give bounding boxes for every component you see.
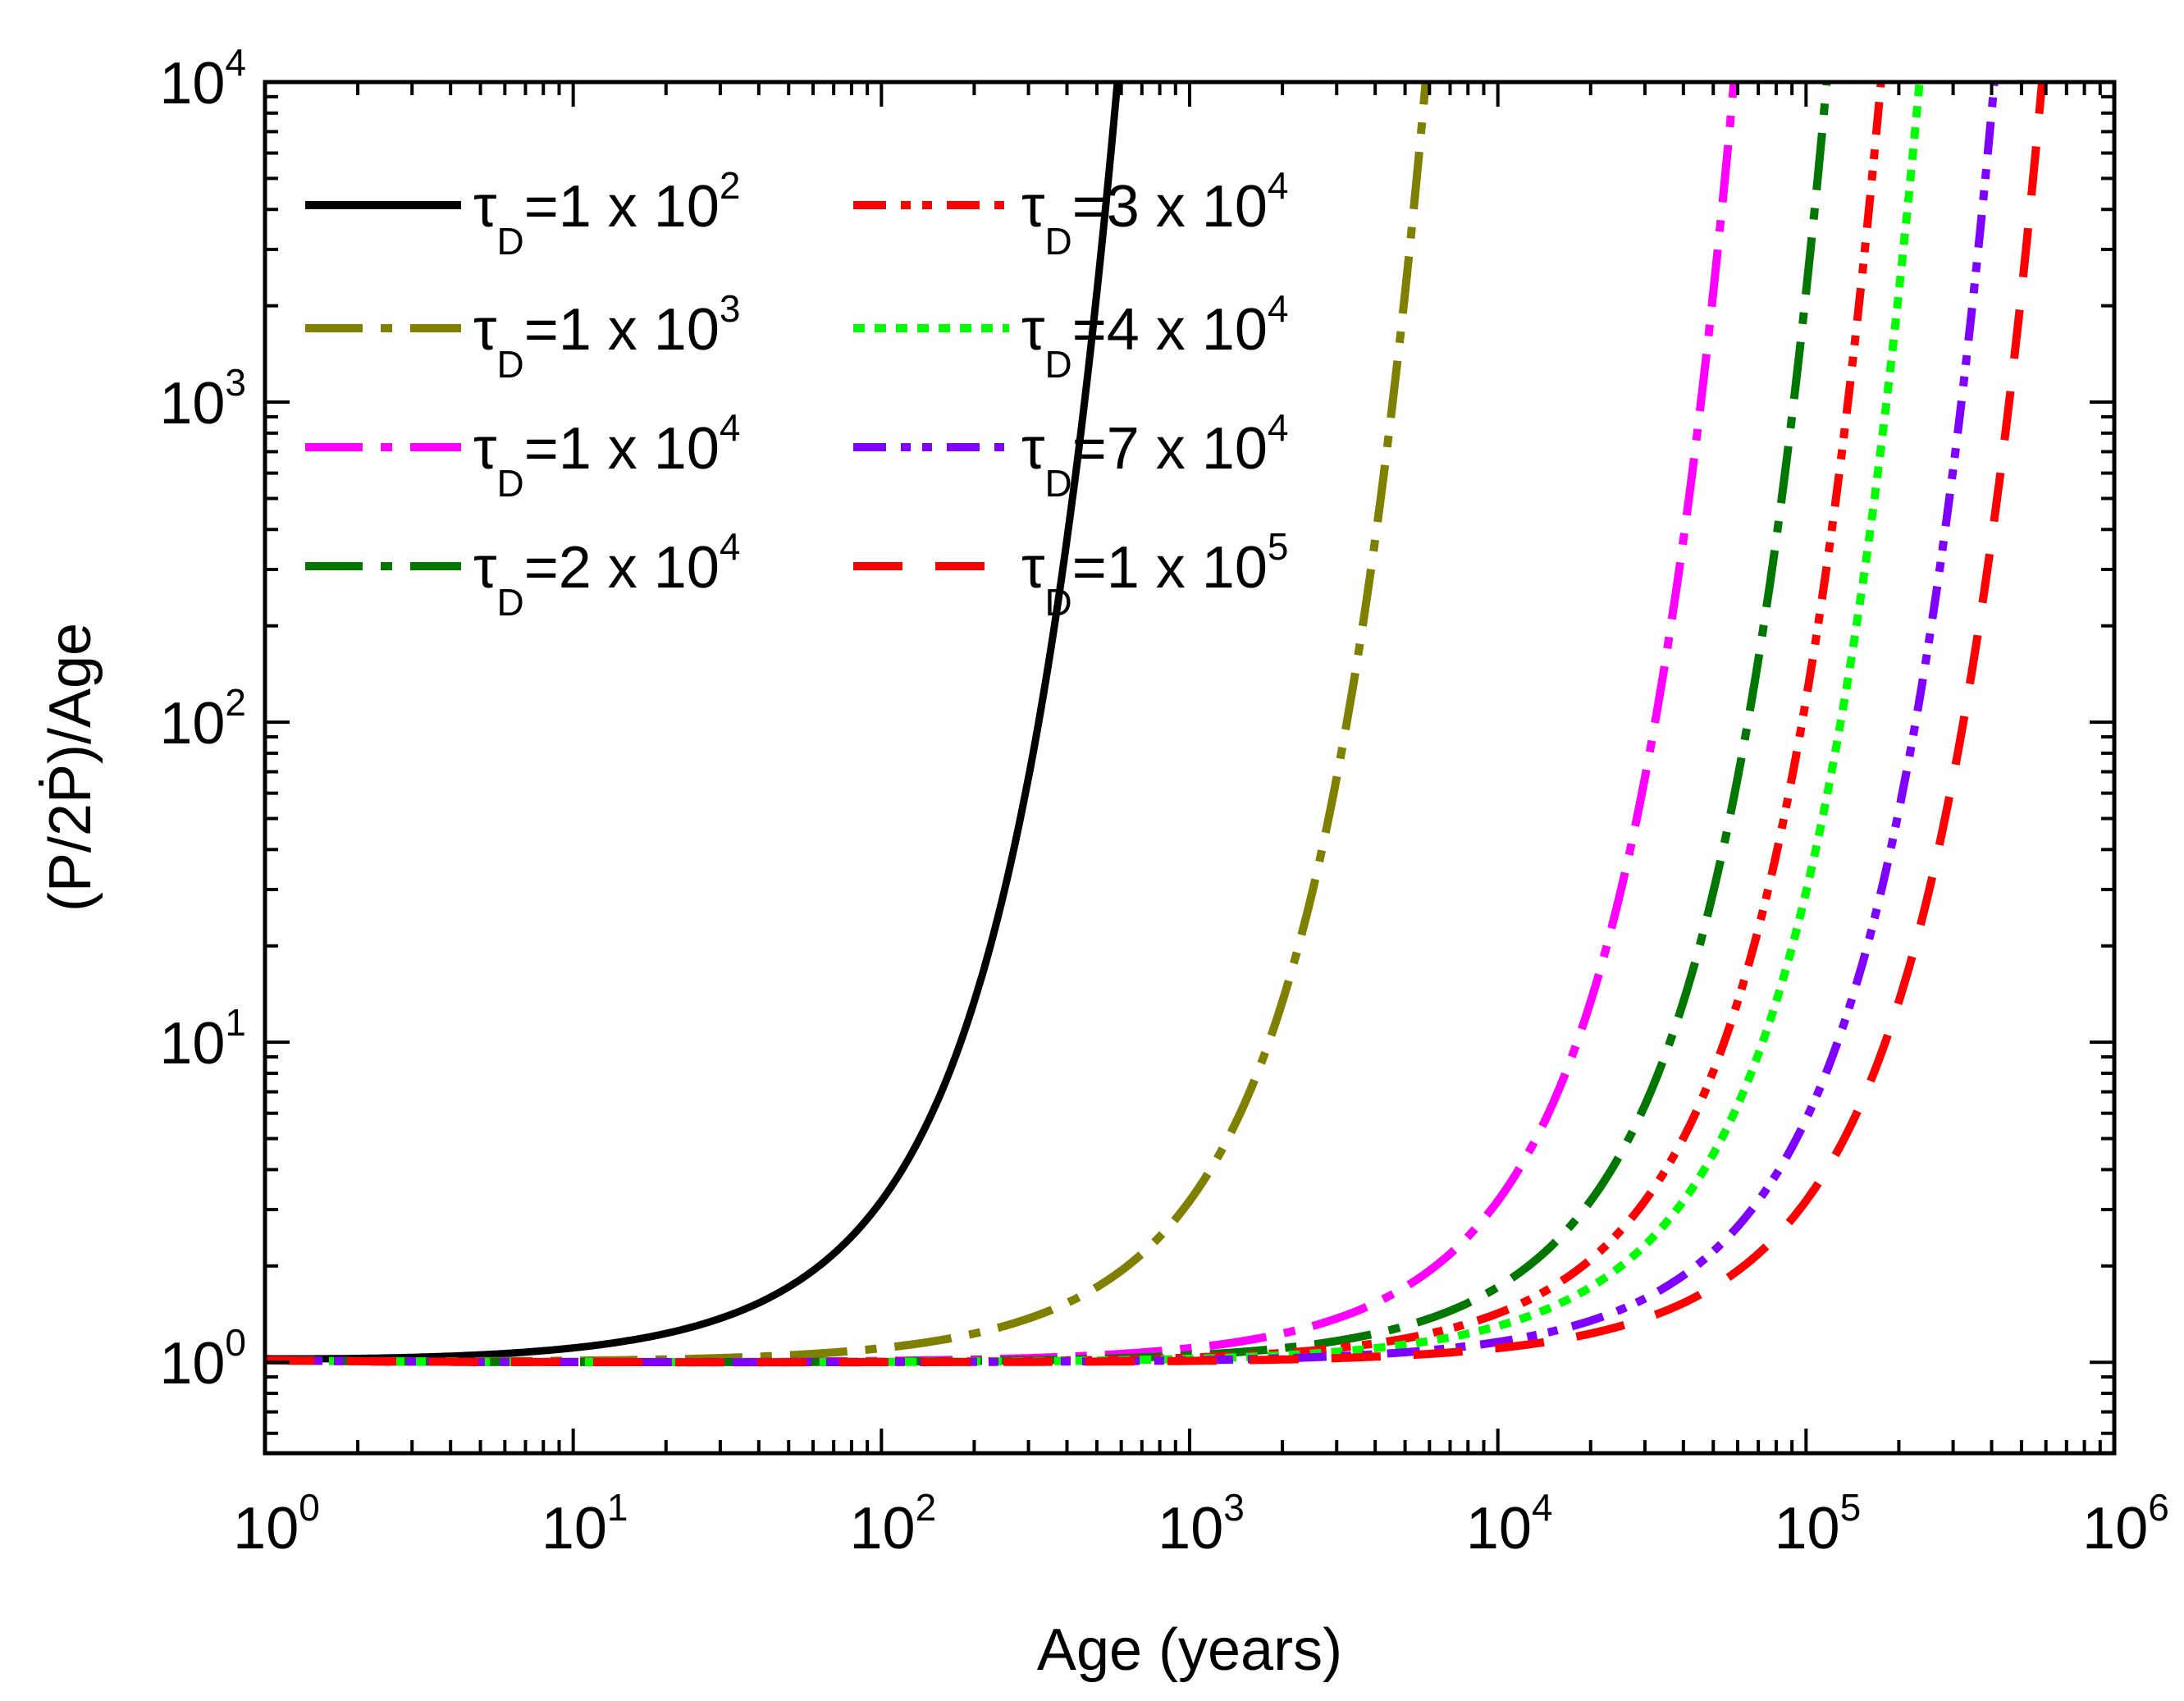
y-tick-label-4: 104	[159, 41, 246, 117]
y-tick-label-3: 103	[159, 361, 246, 437]
y-axis-label: (P/2Ṗ)/Age	[38, 623, 103, 912]
x-tick-label-5: 105	[1774, 1486, 1861, 1562]
legend-label-2: τD=1 x 103	[473, 287, 740, 386]
plot-frame	[263, 80, 2117, 1456]
x-axis-label: Age (years)	[1037, 1617, 1342, 1683]
series-line-2	[265, 82, 1430, 1365]
legend-label-3: τD=1 x 104	[473, 406, 740, 505]
series-line-4	[265, 82, 1831, 1366]
x-tick-label-0: 100	[233, 1486, 320, 1562]
series-line-8	[265, 82, 2047, 1367]
x-tick-label-2: 102	[849, 1486, 936, 1562]
legend-label-7: τD=7 x 104	[1021, 406, 1288, 505]
y-tick-label-0: 100	[159, 1321, 246, 1397]
x-tick-label-6: 106	[2082, 1486, 2169, 1562]
y-tick-label-2: 102	[159, 681, 246, 757]
series-line-5	[265, 82, 1885, 1366]
series-layer	[265, 82, 2047, 1367]
legend-label-4: τD=2 x 104	[473, 525, 740, 624]
tick-label-layer: 100 101 102 103 104 105 106 100 101 102 103 104	[159, 41, 2169, 1562]
legend-label-1: τD=1 x 102	[473, 164, 740, 263]
x-tick-label-3: 103	[1158, 1486, 1245, 1562]
legend-label-5: τD=3 x 104	[1021, 164, 1288, 263]
legend-label-6: τD=4 x 104	[1021, 287, 1288, 386]
tick-layer	[263, 80, 2116, 1453]
x-tick-label-1: 101	[541, 1486, 628, 1562]
legend-label-8: τD=1 x 105	[1021, 525, 1288, 624]
x-tick-label-4: 104	[1466, 1486, 1553, 1562]
y-tick-label-1: 101	[159, 1001, 246, 1077]
legend: τD=1 x 102 τD=1 x 103 τD=1 x 104 τD=2 x 104…	[305, 164, 1288, 624]
